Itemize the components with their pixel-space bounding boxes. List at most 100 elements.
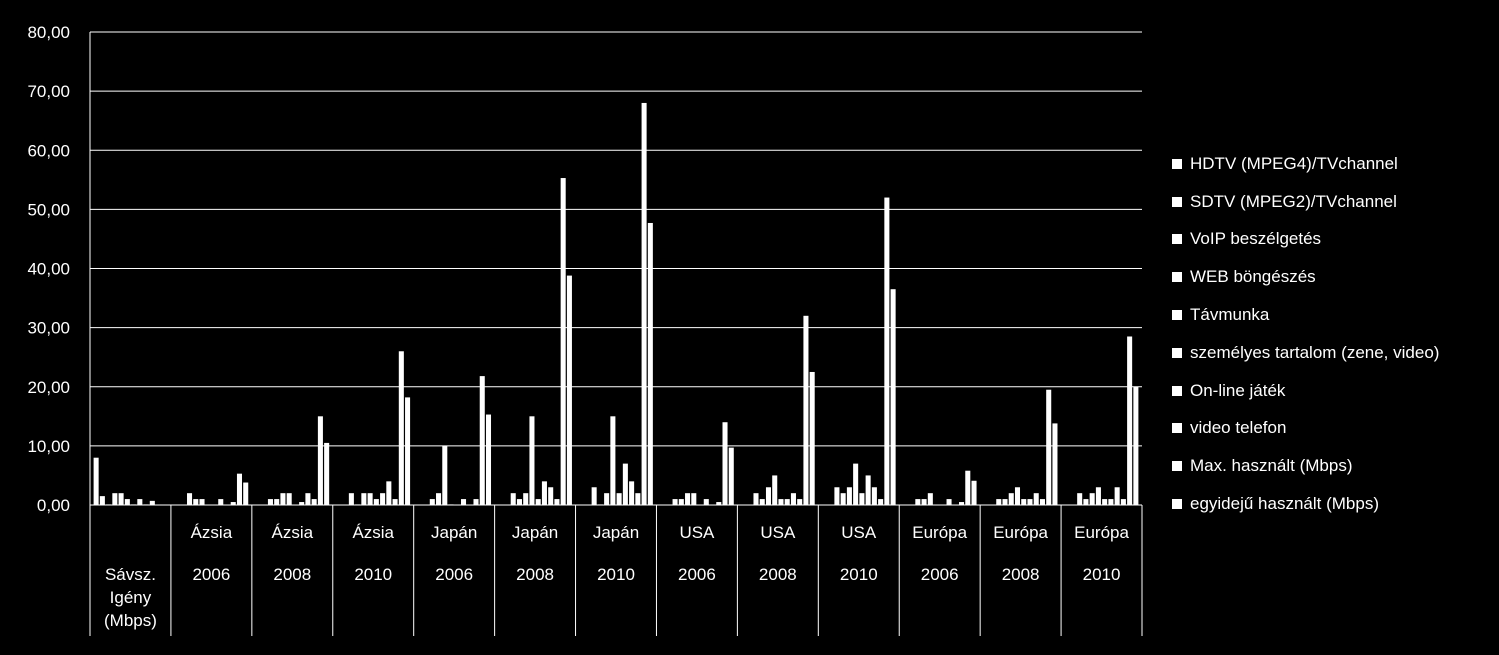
bar bbox=[765, 487, 772, 505]
legend-item: WEB böngészés bbox=[1172, 258, 1439, 296]
bar bbox=[93, 457, 99, 505]
bar bbox=[716, 502, 722, 505]
bar bbox=[380, 493, 386, 505]
y-tick-label: 60,00 bbox=[27, 141, 70, 160]
legend-swatch bbox=[1172, 272, 1182, 283]
legend-swatch bbox=[1172, 499, 1182, 510]
legend-label: Max. használt (Mbps) bbox=[1190, 456, 1353, 476]
category-year-label: 2008 bbox=[759, 565, 797, 584]
bar bbox=[878, 499, 884, 505]
bar bbox=[884, 197, 890, 506]
bar bbox=[554, 499, 560, 505]
category-year-label: 2008 bbox=[273, 565, 311, 584]
legend-item: Max. használt (Mbps) bbox=[1172, 447, 1439, 485]
bar bbox=[753, 493, 759, 505]
bar bbox=[728, 447, 734, 505]
category-year-label: 2010 bbox=[597, 565, 635, 584]
category-year-label: 2008 bbox=[516, 565, 554, 584]
legend-swatch bbox=[1172, 234, 1182, 245]
bar bbox=[1077, 493, 1083, 505]
bar bbox=[678, 499, 684, 505]
bar bbox=[324, 442, 330, 505]
bar bbox=[921, 499, 927, 505]
y-tick-label: 80,00 bbox=[27, 23, 70, 42]
bar bbox=[118, 493, 124, 505]
legend-item: személyes tartalom (zene, video) bbox=[1172, 334, 1439, 372]
bar bbox=[965, 470, 971, 505]
category-region-label: USA bbox=[679, 523, 715, 542]
bar bbox=[871, 487, 877, 505]
bar bbox=[1039, 499, 1045, 505]
legend-swatch bbox=[1172, 423, 1182, 434]
bar bbox=[672, 499, 678, 505]
bar bbox=[367, 493, 373, 505]
category-region-label: Európa bbox=[1074, 523, 1129, 542]
bar bbox=[809, 371, 815, 505]
bar bbox=[722, 422, 728, 505]
bar bbox=[772, 475, 778, 505]
bar bbox=[1033, 493, 1039, 505]
legend-label: Távmunka bbox=[1190, 305, 1270, 325]
category-year-label: 2010 bbox=[354, 565, 392, 584]
bar bbox=[373, 499, 379, 505]
bar bbox=[1002, 499, 1008, 505]
bar bbox=[1133, 386, 1139, 505]
legend-label: egyidejű használt (Mbps) bbox=[1190, 494, 1379, 514]
legend-item: egyidejű használt (Mbps) bbox=[1172, 485, 1439, 523]
bar bbox=[485, 414, 492, 505]
legend-item: SDTV (MPEG2)/TVchannel bbox=[1172, 183, 1439, 221]
bar bbox=[429, 499, 435, 505]
bar bbox=[1120, 499, 1126, 505]
y-tick-label: 0,00 bbox=[37, 496, 70, 515]
y-tick-label: 50,00 bbox=[27, 200, 70, 219]
legend-label: SDTV (MPEG2)/TVchannel bbox=[1190, 191, 1397, 211]
bar bbox=[865, 475, 871, 505]
bar bbox=[610, 416, 616, 505]
bar bbox=[436, 493, 442, 505]
category-region-label: Európa bbox=[912, 523, 967, 542]
bar bbox=[305, 493, 311, 505]
legend: HDTV (MPEG4)/TVchannel SDTV (MPEG2)/TVcha… bbox=[1172, 145, 1439, 523]
bar bbox=[510, 493, 516, 505]
category-year-label: 2010 bbox=[840, 565, 878, 584]
category-year-label: 2008 bbox=[1002, 565, 1040, 584]
legend-item: HDTV (MPEG4)/TVchannel bbox=[1172, 145, 1439, 183]
legend-swatch bbox=[1172, 461, 1182, 472]
bar bbox=[1102, 499, 1108, 505]
bar bbox=[1095, 487, 1101, 505]
bar bbox=[218, 499, 224, 505]
legend-label: személyes tartalom (zene, video) bbox=[1190, 342, 1440, 362]
bar bbox=[386, 481, 392, 505]
category-region-label: Európa bbox=[993, 523, 1048, 542]
category-year-label: 2010 bbox=[1083, 565, 1121, 584]
bar bbox=[803, 315, 809, 505]
bar bbox=[641, 102, 647, 505]
bar bbox=[299, 502, 305, 505]
bar bbox=[971, 480, 977, 505]
category-region-label: Ázsia bbox=[272, 523, 314, 542]
bar bbox=[1021, 499, 1027, 505]
bar bbox=[516, 499, 522, 505]
bar bbox=[361, 493, 367, 505]
legend-label: HDTV (MPEG4)/TVchannel bbox=[1190, 153, 1398, 173]
bar bbox=[311, 499, 317, 505]
bar bbox=[1052, 423, 1058, 505]
category-label: (Mbps) bbox=[104, 611, 157, 630]
category-year-label: 2006 bbox=[921, 565, 959, 584]
legend-swatch bbox=[1172, 385, 1182, 396]
y-tick-label: 40,00 bbox=[27, 260, 70, 279]
category-year-label: 2006 bbox=[192, 565, 230, 584]
bar bbox=[840, 493, 846, 505]
y-tick-label: 30,00 bbox=[27, 319, 70, 338]
legend-label: On-line játék bbox=[1190, 380, 1286, 400]
y-tick-label: 10,00 bbox=[27, 437, 70, 456]
bar bbox=[604, 493, 610, 505]
legend-item: On-line játék bbox=[1172, 372, 1439, 410]
bar bbox=[286, 493, 292, 505]
category-year-label: 2006 bbox=[435, 565, 473, 584]
bar bbox=[274, 499, 280, 505]
legend-swatch bbox=[1172, 196, 1182, 207]
category-labels: Sávsz. Igény (Mbps) Ázsia 2006 Ázsia 2008 Ázsia… bbox=[104, 523, 1129, 630]
bar bbox=[797, 499, 803, 505]
